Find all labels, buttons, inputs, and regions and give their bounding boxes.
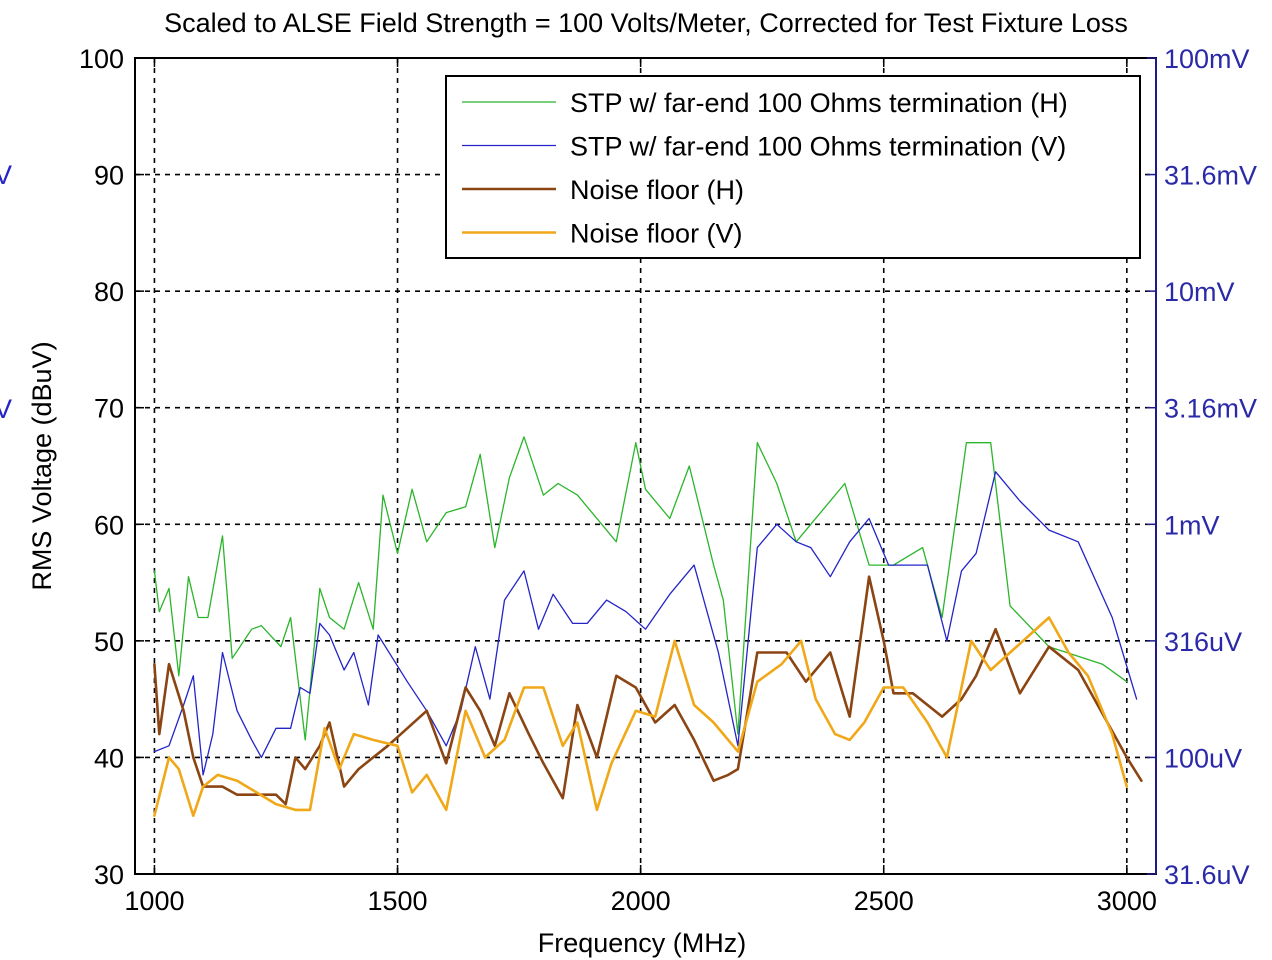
chart-title: Scaled to ALSE Field Strength = 100 Volt…: [164, 8, 1128, 38]
y-tick-label: 60: [94, 510, 124, 540]
series-line-1: [153, 436, 1128, 741]
y-tick-label: 90: [94, 161, 124, 191]
y-tick-label: 80: [94, 277, 124, 307]
y2-tick-label: 316uV: [1164, 627, 1242, 657]
left-edge-glyph: V: [0, 394, 12, 424]
y2-tick-label: 100mV: [1164, 44, 1250, 74]
x-tick-label: 3000: [1097, 886, 1157, 916]
legend: STP w/ far-end 100 Ohms termination (H) S…: [445, 75, 1141, 259]
y2-tick-label: 31.6uV: [1164, 860, 1250, 890]
y2-tick-label: 1mV: [1164, 510, 1220, 540]
left-edge-glyph: V: [0, 160, 12, 190]
legend-label: STP w/ far-end 100 Ohms termination (V): [570, 132, 1066, 162]
legend-label: STP w/ far-end 100 Ohms termination (H): [570, 88, 1068, 118]
axis-ticks: 1000 1500 2000 2500 3000 30 31.6uV 40 100uV 50 316…: [79, 44, 1257, 916]
series-line-2: [153, 471, 1138, 776]
y-tick-label: 50: [94, 627, 124, 657]
x-axis-label: Frequency (MHz): [538, 928, 747, 958]
x-tick-label: 1000: [124, 886, 184, 916]
y-tick-label: 70: [94, 394, 124, 424]
y2-tick-label: 100uV: [1164, 743, 1242, 773]
series-line-3: [153, 575, 1143, 806]
series-lines: [153, 436, 1143, 818]
x-tick-label: 2500: [854, 886, 914, 916]
x-tick-label: 2000: [611, 886, 671, 916]
legend-label: Noise floor (V): [570, 219, 743, 249]
y-tick-label: 100: [79, 44, 124, 74]
y-axis-label: RMS Voltage (dBuV): [27, 341, 57, 590]
legend-box: [445, 75, 1141, 259]
y2-tick-label: 31.6mV: [1164, 161, 1257, 191]
y2-tick-label: 10mV: [1164, 277, 1235, 307]
y2-tick-label: 3.16mV: [1164, 394, 1257, 424]
legend-label: Noise floor (H): [570, 175, 744, 205]
y-tick-label: 40: [94, 743, 124, 773]
x-tick-label: 1500: [368, 886, 428, 916]
y-tick-label: 30: [94, 860, 124, 890]
series-line-4: [153, 616, 1129, 818]
